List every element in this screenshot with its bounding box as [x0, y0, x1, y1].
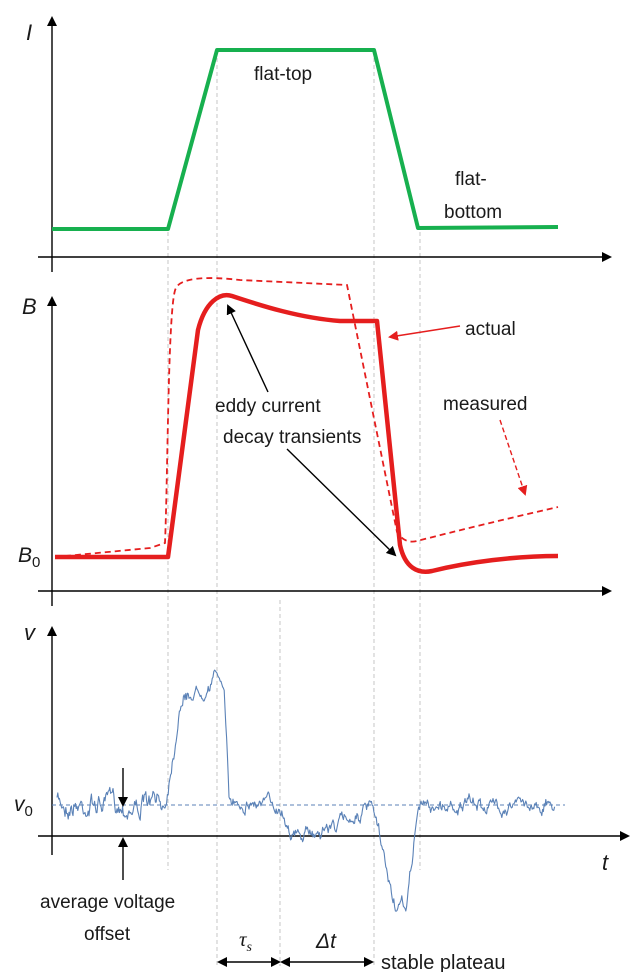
flat-bottom-label-line2: bottom: [444, 202, 502, 223]
measured-arrow: [499, 419, 528, 496]
voltage-offset-sub: 0: [25, 803, 33, 820]
flat-top-label: flat-top: [254, 64, 312, 85]
voltage-offset-label: v0: [14, 793, 33, 820]
actual-label: actual: [465, 319, 516, 340]
actual-arrow: [388, 325, 461, 341]
eddy-label-line1: eddy current: [215, 396, 321, 417]
tau-label: τs: [239, 927, 253, 955]
time-axis-label: t: [602, 850, 609, 875]
measured-label: measured: [443, 394, 528, 415]
voltage-panel: v v0 t average voltage offset τs Δt stab…: [14, 620, 630, 972]
voltage-offset-main: v: [14, 793, 26, 816]
voltage-signal: [56, 669, 556, 912]
measured-field-curve: [54, 277, 559, 558]
stable-plateau-label: stable plateau: [381, 952, 506, 972]
current-axis-label: I: [26, 20, 32, 45]
actual-field-curve: [55, 292, 559, 574]
field-panel: B B0 actual measured eddy current decay …: [18, 277, 612, 606]
eddy-label-line2: decay transients: [223, 427, 361, 448]
flat-bottom-label-line1: flat-: [455, 169, 487, 190]
delta-t-label: Δt: [315, 930, 337, 953]
offset-label-line2: offset: [84, 924, 131, 945]
guide-lines: [167, 58, 421, 966]
tau-sub: s: [247, 940, 253, 955]
voltage-axis-label: v: [24, 620, 37, 645]
field-baseline-label: B0: [18, 544, 40, 571]
current-panel: I flat-top flat- bottom: [26, 16, 612, 272]
field-axis-label: B: [22, 294, 37, 319]
offset-label-line1: average voltage: [40, 892, 175, 913]
tau-main: τ: [239, 927, 248, 951]
field-baseline-sub: 0: [32, 554, 40, 571]
field-baseline-main: B: [18, 544, 32, 567]
eddy-arrow-bottom: [286, 448, 397, 557]
current-waveform: [52, 48, 559, 231]
eddy-arrow-top: [226, 304, 269, 393]
